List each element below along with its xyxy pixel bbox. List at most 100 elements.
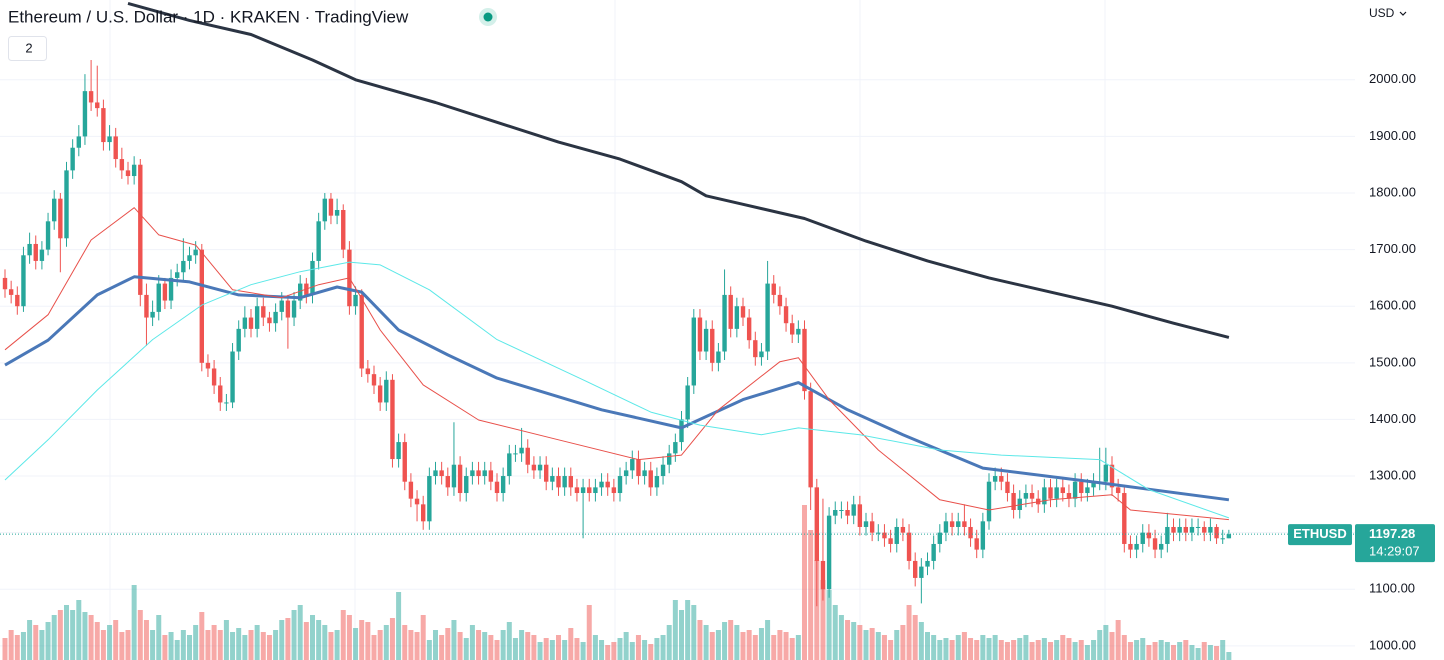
volume-bar: [414, 632, 420, 660]
candle-body: [740, 306, 746, 318]
volume-bar: [968, 638, 974, 660]
volume-bar: [426, 640, 432, 660]
candle-body: [500, 476, 506, 494]
volume-bar: [402, 625, 408, 660]
volume-bar: [925, 632, 930, 660]
candle-body: [396, 442, 401, 460]
candle-body: [236, 328, 241, 352]
y-tick-label: 1800.00: [1369, 184, 1416, 199]
volume-bar: [506, 622, 512, 660]
volume-bar: [303, 622, 309, 660]
candle-body: [242, 317, 248, 329]
candle-body: [464, 476, 469, 494]
candle-body: [611, 487, 617, 494]
volume-bar: [808, 530, 814, 660]
volume-bar: [51, 615, 57, 660]
volume-bar: [900, 625, 906, 660]
indicator-badge[interactable]: [8, 36, 47, 61]
currency-selector[interactable]: USD: [1369, 6, 1395, 20]
volume-bar: [820, 580, 826, 660]
candle-body: [476, 470, 481, 477]
candle-body: [802, 328, 807, 392]
candle-body: [211, 368, 217, 386]
candle-body: [753, 340, 758, 358]
candle-body: [685, 385, 690, 420]
volume-bar: [1220, 640, 1226, 660]
candle-body: [279, 300, 284, 312]
candle-body: [531, 464, 537, 471]
volume-bar: [1041, 638, 1047, 660]
candle-body: [248, 317, 254, 329]
candle-body: [205, 362, 211, 369]
candle-body: [82, 91, 88, 137]
candle-body: [353, 294, 358, 307]
volume-bar: [543, 638, 549, 660]
volume-bar: [556, 635, 561, 660]
candle-body: [470, 470, 475, 477]
volume-bar: [617, 638, 623, 660]
volume-bar: [795, 635, 801, 660]
candle-body: [1189, 526, 1195, 533]
volume-bar: [445, 628, 451, 660]
volume-bar: [715, 630, 721, 660]
volume-bar: [64, 605, 69, 660]
candle-body: [833, 510, 838, 516]
volume-bar: [488, 635, 494, 660]
candle-body: [15, 294, 20, 307]
volume-bar: [703, 625, 709, 660]
volume-bar: [1201, 642, 1207, 660]
volume-bar: [1158, 640, 1164, 660]
volume-bar: [1035, 640, 1041, 660]
volume-bar: [845, 620, 851, 660]
candle-body: [1042, 487, 1047, 505]
volume-bar: [672, 600, 678, 660]
candle-body: [1005, 481, 1010, 494]
volume-bar: [389, 618, 395, 660]
candle-body: [39, 249, 45, 261]
currency-caret[interactable]: [1399, 11, 1407, 16]
candle-body: [1103, 464, 1109, 482]
candle-body: [199, 249, 204, 363]
volume-bar: [1084, 645, 1090, 660]
volume-bar: [783, 632, 789, 660]
volume-bar: [187, 635, 192, 660]
volume-bar: [371, 635, 377, 660]
volume-bar: [537, 642, 543, 660]
candle-body: [261, 306, 266, 318]
candle-body: [138, 164, 143, 295]
volume-bar: [1011, 640, 1017, 660]
candle-body: [285, 300, 291, 318]
candle-body: [992, 476, 998, 482]
volume-bar: [679, 610, 684, 660]
volume-bar: [33, 625, 39, 660]
candle-body: [156, 283, 161, 312]
volume-bar: [1189, 645, 1195, 660]
volume-bar: [592, 635, 598, 660]
volume-bar: [519, 630, 525, 660]
candle-body: [101, 108, 106, 143]
candle-body: [654, 476, 660, 488]
candle-body: [814, 487, 819, 561]
volume-bar: [611, 642, 617, 660]
candle-body: [341, 210, 346, 250]
volume-bar: [758, 628, 764, 660]
candle-body: [2, 277, 8, 290]
candle-body: [882, 532, 887, 539]
volume-bar: [1121, 635, 1127, 660]
y-tick-label: 1500.00: [1369, 354, 1416, 369]
candle-body: [377, 385, 383, 403]
candle-body: [746, 317, 752, 341]
candle-body: [710, 328, 715, 363]
candle-body: [863, 521, 869, 527]
candle-body: [1208, 526, 1213, 533]
volume-bar: [27, 620, 33, 660]
candle-body: [384, 379, 389, 403]
candle-body: [667, 453, 672, 465]
indicator-count[interactable]: 2: [25, 40, 32, 55]
candle-body: [1091, 481, 1096, 488]
volume-bar: [328, 632, 334, 660]
candle-body: [316, 221, 321, 261]
volume-bar: [1183, 640, 1189, 660]
volume-bar: [396, 592, 402, 660]
